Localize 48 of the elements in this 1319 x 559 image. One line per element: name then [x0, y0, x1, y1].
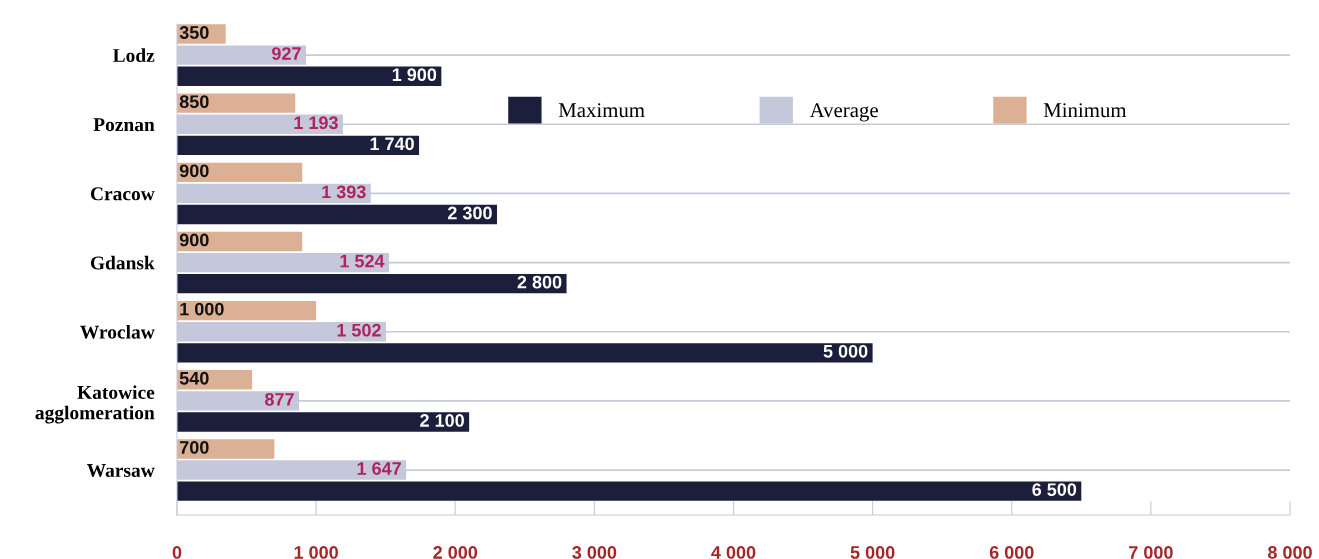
bar [177, 66, 442, 86]
y-tick-label: Warsaw [86, 464, 155, 478]
y-tick-label: Poznan [93, 118, 155, 132]
legend-label: Minimum [1043, 103, 1127, 118]
legend-label: Maximum [558, 103, 645, 118]
data-label: 350 [179, 26, 209, 39]
bar [177, 274, 567, 294]
data-label: 1 393 [322, 185, 366, 199]
x-tick-label: 7 000 [1129, 546, 1173, 559]
data-label: 5 000 [823, 344, 868, 358]
bar [177, 204, 497, 225]
x-tick-label: 0 [172, 546, 182, 559]
x-tick-label: 5 000 [850, 546, 895, 559]
bar [177, 343, 873, 363]
y-tick-label: Wroclaw [80, 324, 155, 339]
x-tick-label: 3 000 [572, 546, 617, 559]
x-tick-label: 1 000 [294, 546, 338, 559]
data-label: 6 500 [1032, 483, 1077, 496]
data-label: 1 900 [392, 68, 437, 82]
data-label: 927 [272, 47, 301, 60]
data-label: 877 [265, 392, 294, 406]
data-label: 2 800 [517, 275, 562, 289]
data-label: 2 100 [420, 414, 464, 427]
data-label: 1 647 [357, 462, 401, 475]
data-label: 1 502 [337, 323, 381, 337]
data-label: 900 [179, 233, 209, 247]
y-tick-label: Cracow [90, 187, 155, 201]
data-label: 1 524 [340, 254, 385, 268]
x-tick-label: 6 000 [989, 546, 1034, 559]
data-label: 1 193 [294, 116, 338, 130]
bar [177, 135, 420, 156]
x-tick-label: 8 000 [1267, 546, 1312, 559]
data-label: 540 [179, 371, 209, 385]
data-label: 1 740 [370, 137, 414, 151]
bar [177, 439, 275, 459]
x-tick-label: 4 000 [711, 546, 756, 559]
data-label: 700 [180, 441, 209, 454]
bar [177, 412, 470, 432]
y-tick-label: Gdansk [90, 255, 155, 270]
y-tick-label: Lodz [112, 48, 155, 63]
bar [177, 481, 1082, 501]
data-label: 900 [179, 164, 209, 178]
data-label: 1 000 [180, 302, 224, 316]
legend-label: Average [809, 103, 878, 122]
data-label: 850 [179, 95, 209, 109]
x-tick-label: 2 000 [433, 546, 478, 559]
data-label: 2 300 [447, 206, 492, 220]
y-tick-label: Katowice agglomeration [35, 385, 155, 424]
